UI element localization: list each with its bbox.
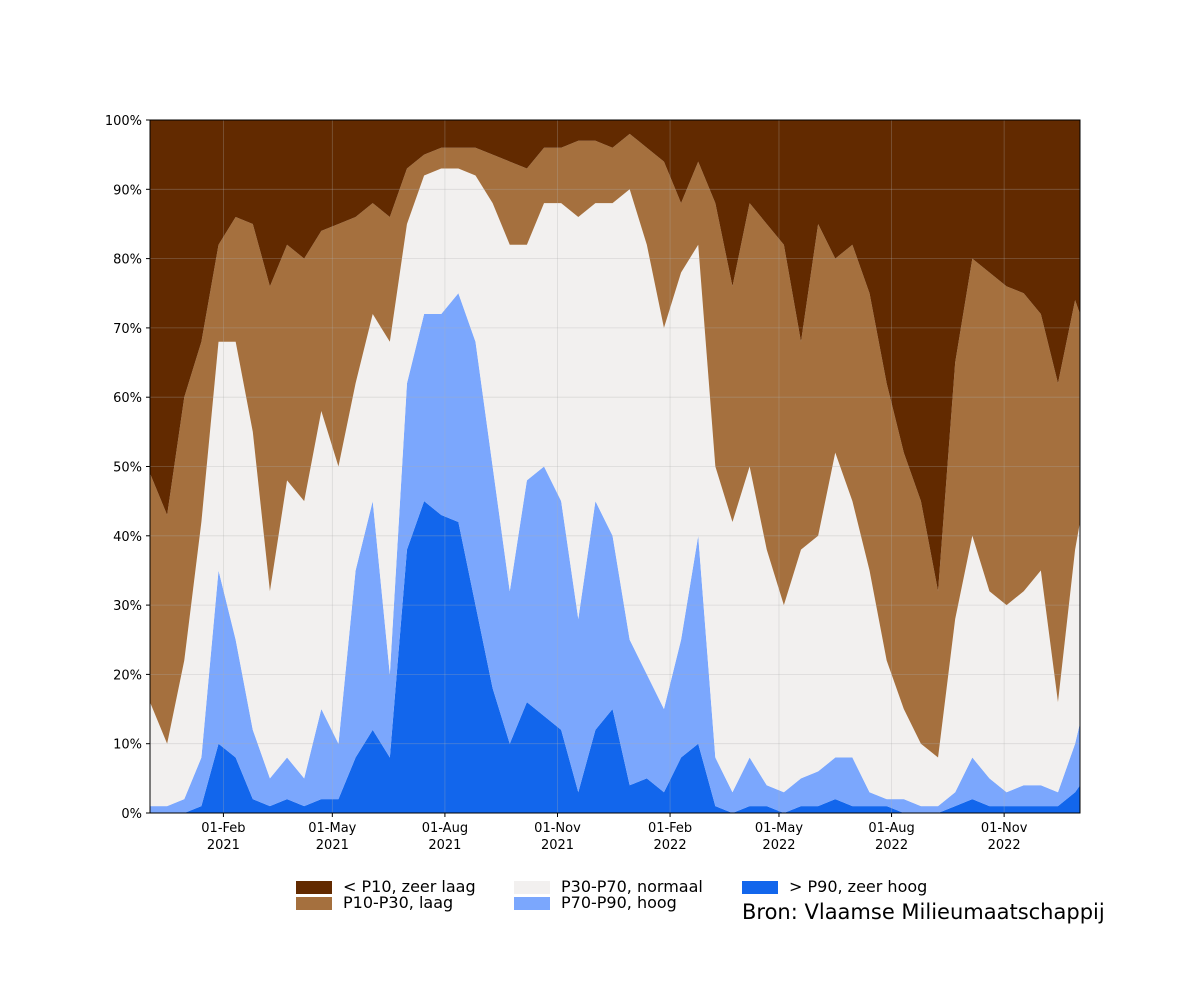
y-tick-label: 100% <box>105 114 142 129</box>
x-tick-label: 01-May 2022 <box>754 821 804 853</box>
area <box>150 293 1080 813</box>
area <box>150 120 1080 592</box>
x-tick-label: 01-May 2021 <box>308 821 357 853</box>
x-tick-label: 01-Aug 2021 <box>421 821 469 853</box>
y-tick-label: 10% <box>113 738 142 753</box>
area <box>150 501 1080 813</box>
legend-label: P10-P30, laag <box>343 893 454 912</box>
plot-frame <box>149 119 1081 814</box>
x-tick-label: 01-Aug 2022 <box>868 821 915 853</box>
x-tick-label: 01-Feb 2022 <box>647 821 693 853</box>
x-tick-label: 01-Nov 2022 <box>980 821 1028 853</box>
legend-swatch <box>296 881 332 894</box>
y-tick-label: 40% <box>113 530 142 545</box>
y-tick-label: 60% <box>113 391 142 406</box>
legend-label: P70-P90, hoog <box>561 893 677 912</box>
legend-swatch <box>514 881 550 894</box>
y-tick-label: 20% <box>113 668 142 683</box>
legend-swatch <box>296 897 332 910</box>
source-note: Bron: Vlaamse Milieumaatschappij <box>742 900 1105 924</box>
x-tick-label: 01-Feb 2021 <box>201 821 246 853</box>
y-tick-label: 50% <box>113 461 142 476</box>
legend-label: < P10, zeer laag <box>343 877 476 896</box>
y-tick-label: 80% <box>113 253 142 268</box>
legend-label: P30-P70, normaal <box>561 877 703 896</box>
y-tick-label: 0% <box>121 807 142 822</box>
y-tick-label: 90% <box>113 183 142 198</box>
y-tick-label: 30% <box>113 599 142 614</box>
area <box>150 168 1080 807</box>
legend-swatch <box>742 881 778 894</box>
x-tick-label: 01-Nov 2021 <box>534 821 581 853</box>
legend-swatch <box>514 897 550 910</box>
area <box>150 133 1080 758</box>
y-tick-label: 70% <box>113 322 142 337</box>
legend-label: > P90, zeer hoog <box>789 877 928 896</box>
